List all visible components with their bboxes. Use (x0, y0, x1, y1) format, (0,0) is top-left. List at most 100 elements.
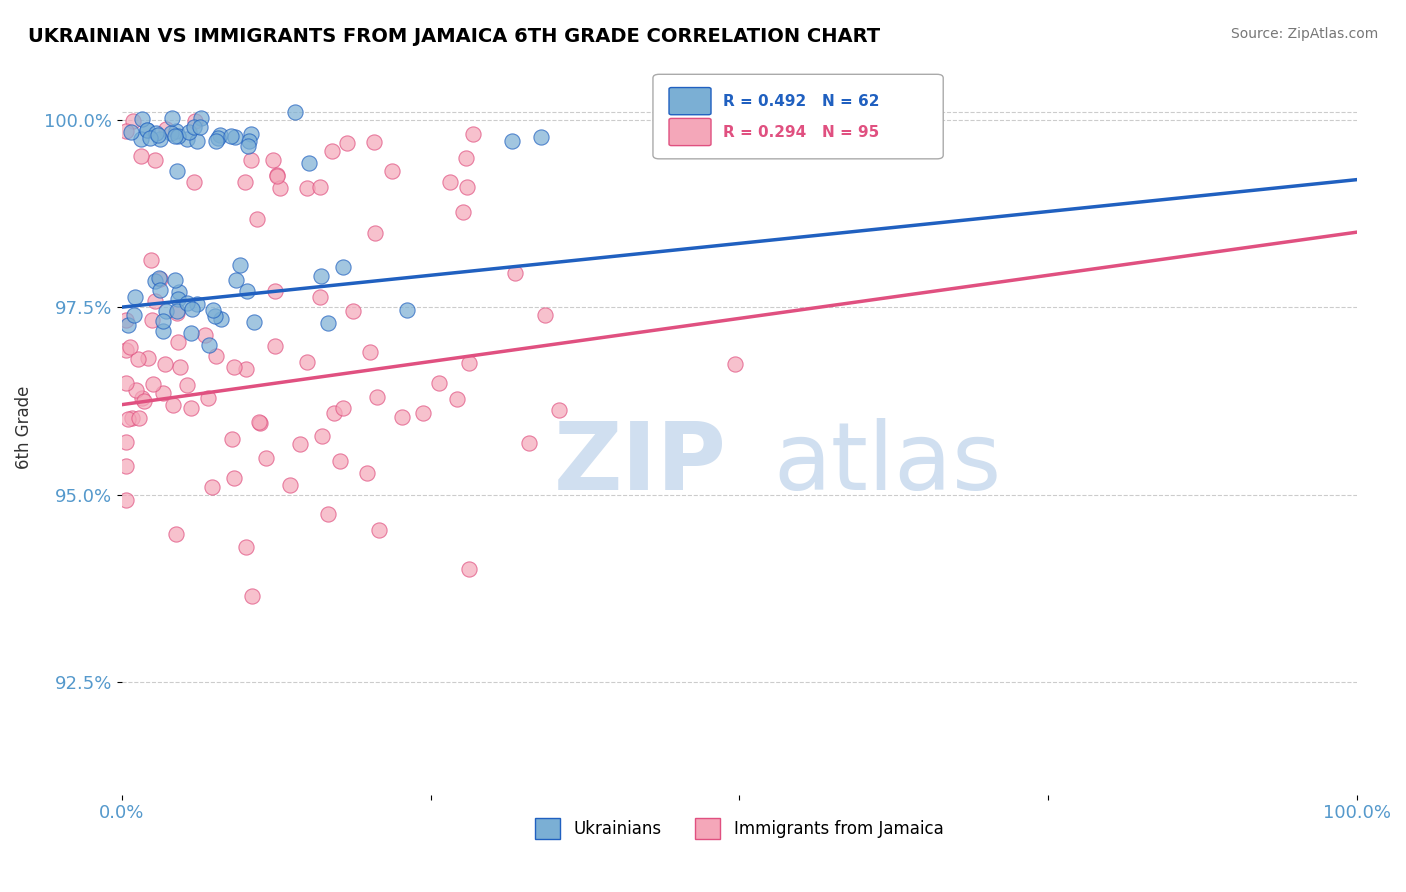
Point (219, 128, 242, 143)
Point (284, 105, 307, 120)
FancyBboxPatch shape (669, 87, 711, 115)
Point (131, 112, 153, 126)
Text: Source: ZipAtlas.com: Source: ZipAtlas.com (1230, 27, 1378, 41)
Point (243, 315, 266, 329)
Point (454, 151, 477, 165)
Point (209, 311, 232, 326)
Point (166, 303, 188, 318)
Point (446, 392, 468, 407)
Point (165, 124, 187, 138)
FancyBboxPatch shape (652, 74, 943, 159)
Point (278, 477, 301, 491)
Point (534, 308, 557, 322)
Point (121, 410, 143, 425)
Point (235, 361, 257, 376)
Point (356, 466, 378, 480)
Point (412, 406, 434, 420)
Point (198, 337, 221, 351)
Point (209, 128, 232, 142)
Point (204, 134, 226, 148)
Point (122, 308, 145, 322)
Point (136, 123, 159, 137)
Point (176, 295, 198, 310)
Point (136, 123, 159, 137)
Point (146, 128, 169, 142)
Point (121, 113, 143, 128)
Point (336, 136, 359, 151)
Point (177, 125, 200, 139)
Point (309, 269, 332, 284)
Text: UKRAINIAN VS IMMIGRANTS FROM JAMAICA 6TH GRADE CORRELATION CHART: UKRAINIAN VS IMMIGRANTS FROM JAMAICA 6TH… (28, 27, 880, 45)
Point (266, 169, 288, 183)
Point (238, 138, 260, 153)
Text: R = 0.294   N = 95: R = 0.294 N = 95 (723, 125, 880, 140)
Point (129, 149, 152, 163)
Point (142, 376, 165, 391)
Text: atlas: atlas (773, 418, 1001, 510)
Point (152, 324, 174, 338)
Point (166, 128, 188, 143)
Point (136, 351, 159, 366)
Point (249, 416, 271, 430)
Point (240, 589, 263, 603)
Point (169, 359, 191, 374)
Point (124, 290, 146, 304)
Point (186, 134, 208, 148)
Point (458, 562, 481, 576)
Point (162, 398, 184, 412)
Point (180, 326, 202, 340)
Point (297, 355, 319, 369)
Point (501, 135, 523, 149)
Point (184, 113, 207, 128)
Point (152, 386, 174, 401)
Point (167, 285, 190, 300)
Point (332, 401, 354, 415)
Point (139, 131, 162, 145)
Point (263, 339, 285, 353)
Point (342, 304, 364, 318)
Point (239, 127, 262, 141)
Point (165, 273, 187, 287)
Point (205, 349, 228, 363)
Point (366, 390, 388, 404)
Point (463, 127, 485, 141)
Point (224, 471, 246, 485)
Point (456, 179, 478, 194)
Point (224, 130, 246, 145)
Point (266, 168, 288, 182)
Point (114, 343, 136, 357)
Point (391, 410, 413, 425)
Point (128, 411, 150, 425)
Point (367, 524, 389, 538)
Point (167, 334, 190, 349)
Point (143, 153, 166, 167)
Point (364, 226, 387, 240)
Point (114, 376, 136, 390)
Point (363, 135, 385, 149)
Point (204, 309, 226, 323)
Point (517, 436, 540, 450)
Point (264, 284, 287, 298)
Point (309, 179, 332, 194)
FancyBboxPatch shape (669, 119, 711, 145)
Point (183, 175, 205, 189)
Point (238, 134, 260, 148)
Point (186, 297, 208, 311)
Point (247, 415, 270, 429)
Point (148, 271, 170, 285)
Point (328, 454, 350, 468)
Point (194, 328, 217, 343)
Text: ZIP: ZIP (554, 418, 727, 510)
Point (117, 318, 139, 333)
Point (548, 403, 571, 417)
Point (163, 128, 186, 143)
Point (395, 303, 418, 318)
Point (228, 258, 250, 272)
Point (316, 316, 339, 330)
Point (429, 376, 451, 391)
Point (143, 274, 166, 288)
Point (149, 271, 172, 285)
Point (235, 540, 257, 554)
Point (359, 345, 381, 359)
Legend: Ukrainians, Immigrants from Jamaica: Ukrainians, Immigrants from Jamaica (529, 812, 950, 846)
